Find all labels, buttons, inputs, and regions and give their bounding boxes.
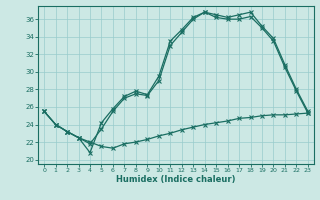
X-axis label: Humidex (Indice chaleur): Humidex (Indice chaleur): [116, 175, 236, 184]
